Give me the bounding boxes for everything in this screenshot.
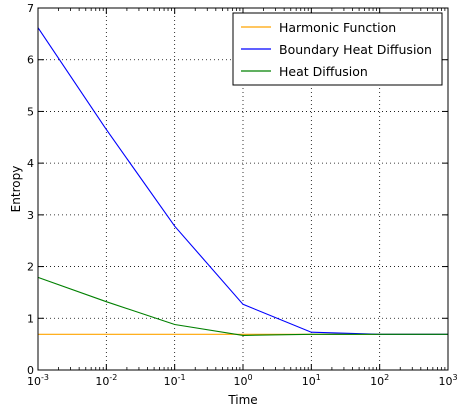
y-tick-label: 7	[27, 2, 34, 15]
x-tick-label: 10-3	[27, 373, 49, 388]
y-axis-label: Entropy	[9, 166, 23, 213]
x-tick-label: 100	[233, 373, 252, 388]
x-tick-label: 101	[302, 373, 321, 388]
legend-label: Harmonic Function	[279, 20, 396, 35]
series-lines	[37, 27, 448, 336]
legend-label: Boundary Heat Diffusion	[279, 42, 432, 57]
y-tick-label: 4	[27, 157, 34, 170]
y-tick-label: 6	[27, 54, 34, 67]
legend-label: Heat Diffusion	[279, 64, 368, 79]
y-tick-label: 1	[27, 312, 34, 325]
x-tick-label: 10-2	[95, 373, 117, 388]
x-axis-label: Time	[227, 393, 257, 407]
series-line-heat-diffusion	[37, 276, 448, 336]
legend: Harmonic Function Boundary Heat Diffusion…	[232, 12, 443, 86]
x-axis-tick-labels: 10-3 10-2 10-1 100 101 102 103	[27, 373, 458, 388]
axis-ticks	[37, 7, 449, 371]
y-tick-label: 5	[27, 105, 34, 118]
x-tick-label: 103	[438, 373, 457, 388]
y-tick-label: 2	[27, 261, 34, 274]
y-tick-label: 0	[27, 364, 34, 377]
x-tick-label: 10-1	[164, 373, 186, 388]
x-tick-label: 102	[370, 373, 389, 388]
y-tick-label: 3	[27, 209, 34, 222]
y-axis-tick-labels: 0 1 2 3 4 5 6 7	[27, 2, 34, 377]
